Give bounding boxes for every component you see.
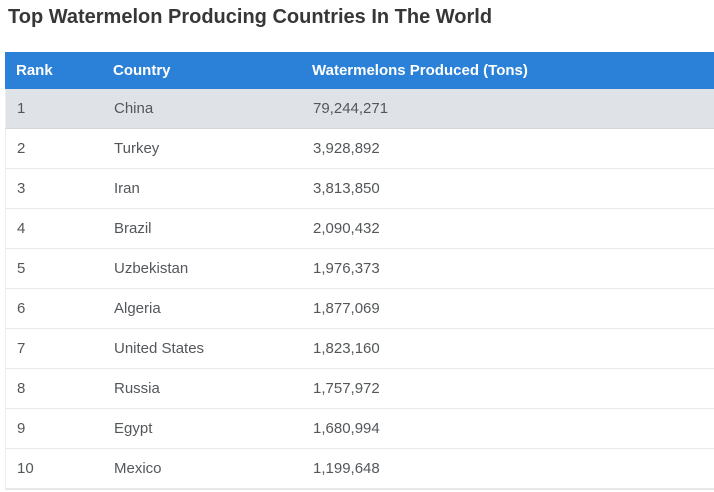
rank-cell: 5 <box>17 260 26 277</box>
produced-cell: 1,976,373 <box>313 260 380 277</box>
watermelon-production-table: Rank Country Watermelons Produced (Tons)… <box>5 52 714 490</box>
rank-cell: 7 <box>17 340 26 357</box>
country-cell: Brazil <box>114 220 152 237</box>
produced-cell: 3,928,892 <box>313 140 380 157</box>
produced-cell: 1,680,994 <box>313 420 380 437</box>
table-header-row: Rank Country Watermelons Produced (Tons) <box>5 52 714 89</box>
rank-cell: 1 <box>17 100 26 117</box>
produced-cell: 2,090,432 <box>313 220 380 237</box>
country-cell: United States <box>114 340 205 357</box>
produced-cell: 1,877,069 <box>313 300 380 317</box>
table-row[interactable]: 5 Uzbekistan 1,976,373 <box>5 249 714 289</box>
rank-cell: 6 <box>17 300 26 317</box>
table-row[interactable]: 9 Egypt 1,680,994 <box>5 409 714 449</box>
column-header-country[interactable]: Country <box>113 62 171 79</box>
column-header-produced[interactable]: Watermelons Produced (Tons) <box>312 62 528 79</box>
produced-cell: 1,757,972 <box>313 380 380 397</box>
country-cell: Turkey <box>114 140 160 157</box>
produced-cell: 3,813,850 <box>313 180 380 197</box>
table-row[interactable]: 4 Brazil 2,090,432 <box>5 209 714 249</box>
country-cell: Russia <box>114 380 160 397</box>
country-cell: China <box>114 100 154 117</box>
table-row[interactable]: 8 Russia 1,757,972 <box>5 369 714 409</box>
country-cell: Iran <box>114 180 140 197</box>
produced-cell: 1,199,648 <box>313 460 380 477</box>
rank-cell: 10 <box>17 460 34 477</box>
produced-cell: 1,823,160 <box>313 340 380 357</box>
country-cell: Uzbekistan <box>114 260 189 277</box>
table-row[interactable]: 10 Mexico 1,199,648 <box>5 449 714 489</box>
rank-cell: 4 <box>17 220 26 237</box>
table-row[interactable]: 7 United States 1,823,160 <box>5 329 714 369</box>
rank-cell: 3 <box>17 180 26 197</box>
column-header-rank[interactable]: Rank <box>16 62 53 79</box>
country-cell: Egypt <box>114 420 153 437</box>
rank-cell: 8 <box>17 380 26 397</box>
country-cell: Mexico <box>114 460 162 477</box>
table-row[interactable]: 3 Iran 3,813,850 <box>5 169 714 209</box>
table-row[interactable]: 1 China 79,244,271 <box>5 89 714 129</box>
country-cell: Algeria <box>114 300 161 317</box>
table-row[interactable]: 6 Algeria 1,877,069 <box>5 289 714 329</box>
page-title: Top Watermelon Producing Countries In Th… <box>8 6 493 28</box>
rank-cell: 9 <box>17 420 26 437</box>
rank-cell: 2 <box>17 140 26 157</box>
table-row[interactable]: 2 Turkey 3,928,892 <box>5 129 714 169</box>
produced-cell: 79,244,271 <box>313 100 389 117</box>
table-body: 1 China 79,244,271 2 Turkey 3,928,892 3 … <box>5 89 714 489</box>
